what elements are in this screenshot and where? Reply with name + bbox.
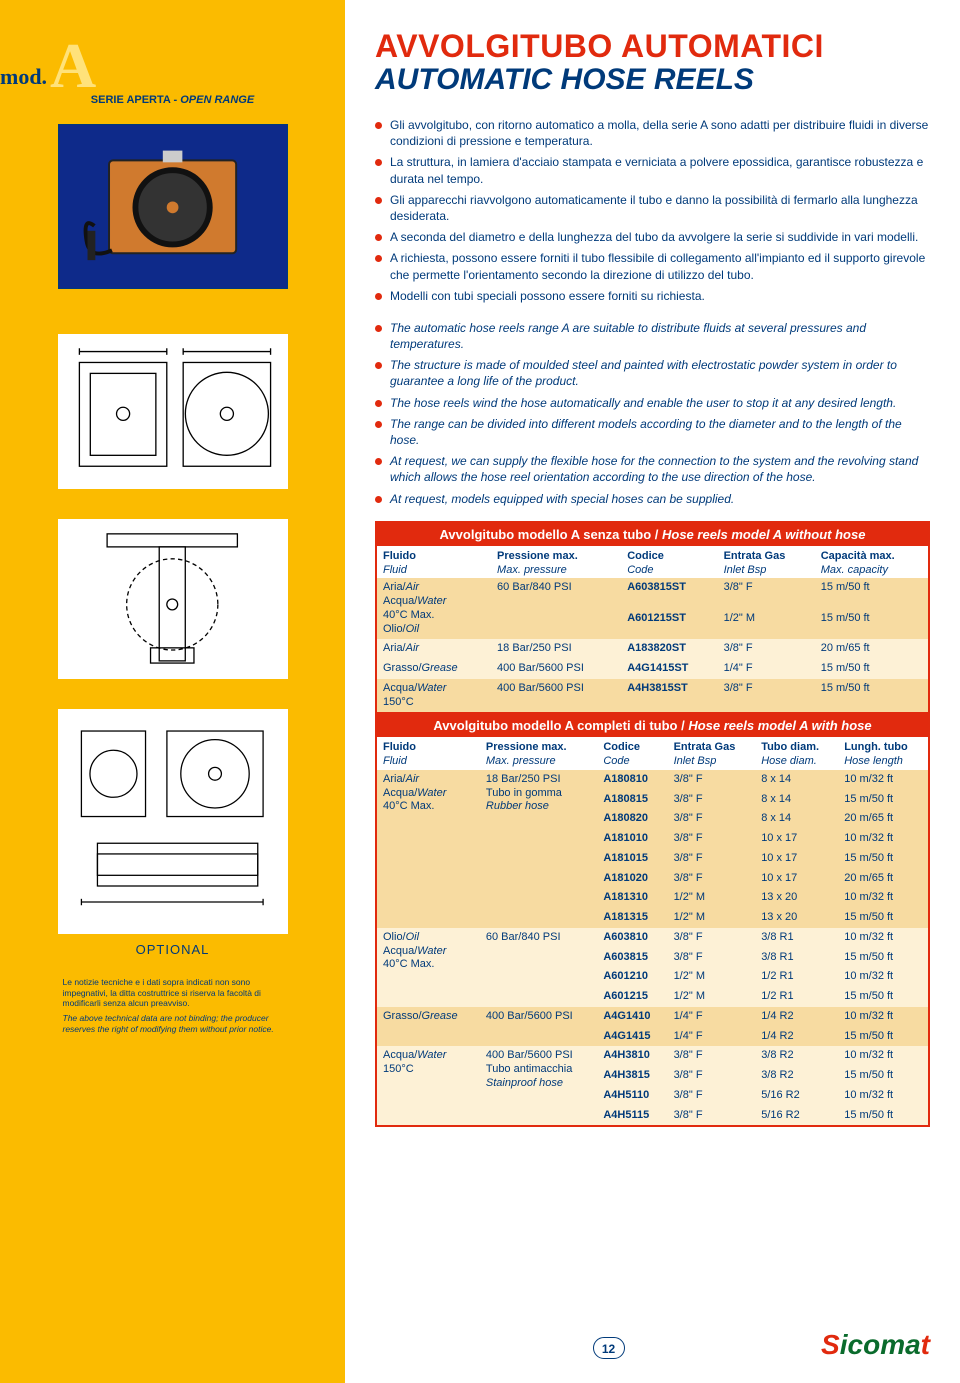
bullet-item: A seconda del diametro e della lunghezza… <box>375 229 930 245</box>
table-row: Aria/AirAcqua/Water40°C Max.18 Bar/250 P… <box>377 770 928 790</box>
table-row: Acqua/Water150°C400 Bar/5600 PSIA4H3815S… <box>377 679 928 713</box>
table2: FluidoFluidPressione max.Max. pressureCo… <box>377 737 928 1125</box>
bullet-item: La struttura, in lamiera d'acciaio stamp… <box>375 154 930 186</box>
bullet-item: The structure is made of moulded steel a… <box>375 357 930 389</box>
table-row: Aria/AirAcqua/Water40°C Max.Olio/Oil60 B… <box>377 578 928 609</box>
title-en: AUTOMATIC HOSE REELS <box>375 63 930 97</box>
bullet-text: The structure is made of moulded steel a… <box>390 357 930 389</box>
bullet-text: La struttura, in lamiera d'acciaio stamp… <box>390 154 930 186</box>
bullet-text: A richiesta, possono essere forniti il t… <box>390 250 930 282</box>
bullet-item: The automatic hose reels range A are sui… <box>375 320 930 352</box>
logo-mod: mod. <box>0 68 47 86</box>
bullet-icon <box>375 421 382 428</box>
bullet-item: The hose reels wind the hose automatical… <box>375 395 930 411</box>
col-header: Entrata GasInlet Bsp <box>668 737 756 770</box>
table2-title: Avvolgitubo modello A completi di tubo /… <box>377 712 928 737</box>
product-photo <box>58 124 288 289</box>
col-header: CodiceCode <box>597 737 667 770</box>
bullets-it: Gli avvolgitubo, con ritorno automatico … <box>375 117 930 304</box>
fineprint: Le notizie tecniche e i dati sopra indic… <box>63 977 283 1034</box>
col-header: Tubo diam.Hose diam. <box>755 737 838 770</box>
bullet-icon <box>375 293 382 300</box>
bullet-item: At request, we can supply the flexible h… <box>375 453 930 485</box>
bullet-icon <box>375 122 382 129</box>
page: mod. A SERIE APERTA - OPEN RANGE <box>0 0 960 1383</box>
bullet-icon <box>375 458 382 465</box>
table-row: Olio/OilAcqua/Water40°C Max.60 Bar/840 P… <box>377 928 928 948</box>
optional-label: OPTIONAL <box>136 942 210 957</box>
bullet-icon <box>375 400 382 407</box>
left-column: mod. A SERIE APERTA - OPEN RANGE <box>0 0 345 1383</box>
bullet-text: At request, we can supply the flexible h… <box>390 453 930 485</box>
bullet-item: A richiesta, possono essere forniti il t… <box>375 250 930 282</box>
table1: FluidoFluidPressione max.Max. pressureCo… <box>377 546 928 713</box>
col-header: FluidoFluid <box>377 737 480 770</box>
bullet-text: Modelli con tubi speciali possono essere… <box>390 288 705 304</box>
bullet-item: Gli apparecchi riavvolgono automaticamen… <box>375 192 930 224</box>
technical-drawing-1 <box>58 334 288 489</box>
col-header: Pressione max.Max. pressure <box>480 737 597 770</box>
right-column: AVVOLGITUBO AUTOMATICI AUTOMATIC HOSE RE… <box>345 0 960 1383</box>
bullet-item: Modelli con tubi speciali possono essere… <box>375 288 930 304</box>
table-row: Grasso/Grease400 Bar/5600 PSIA4G14101/4"… <box>377 1007 928 1027</box>
logo-letter: mod. A <box>50 40 96 91</box>
bullet-icon <box>375 255 382 262</box>
col-header: Entrata GasInlet Bsp <box>718 546 815 579</box>
bullet-item: Gli avvolgitubo, con ritorno automatico … <box>375 117 930 149</box>
series-label: SERIE APERTA - OPEN RANGE <box>91 94 254 106</box>
technical-drawing-2 <box>58 519 288 679</box>
tables: Avvolgitubo modello A senza tubo / Hose … <box>375 521 930 1128</box>
col-header: FluidoFluid <box>377 546 491 579</box>
bullet-text: Gli avvolgitubo, con ritorno automatico … <box>390 117 930 149</box>
technical-drawing-3 <box>58 709 288 934</box>
bullet-text: The automatic hose reels range A are sui… <box>390 320 930 352</box>
col-header: CodiceCode <box>621 546 717 579</box>
brand-logo: Sicomat <box>821 1329 930 1361</box>
bullet-icon <box>375 234 382 241</box>
page-number: 12 <box>593 1337 625 1359</box>
col-header: Capacità max.Max. capacity <box>815 546 928 579</box>
bullet-item: At request, models equipped with special… <box>375 491 930 507</box>
table-row: Aria/Air18 Bar/250 PSIA183820ST3/8" F20 … <box>377 639 928 659</box>
bullet-text: The hose reels wind the hose automatical… <box>390 395 896 411</box>
title-it: AVVOLGITUBO AUTOMATICI <box>375 28 930 65</box>
bullet-icon <box>375 325 382 332</box>
table-row: Acqua/Water150°C400 Bar/5600 PSITubo ant… <box>377 1046 928 1066</box>
bullet-text: The range can be divided into different … <box>390 416 930 448</box>
bullet-text: At request, models equipped with special… <box>390 491 734 507</box>
bullet-icon <box>375 496 382 503</box>
logo: mod. A <box>50 40 96 92</box>
table-row: Grasso/Grease400 Bar/5600 PSIA4G1415ST1/… <box>377 659 928 679</box>
bullet-icon <box>375 159 382 166</box>
col-header: Pressione max.Max. pressure <box>491 546 621 579</box>
bullet-text: Gli apparecchi riavvolgono automaticamen… <box>390 192 930 224</box>
bullet-text: A seconda del diametro e della lunghezza… <box>390 229 918 245</box>
bullet-item: The range can be divided into different … <box>375 416 930 448</box>
bullets-en: The automatic hose reels range A are sui… <box>375 320 930 507</box>
bullet-icon <box>375 362 382 369</box>
bullet-icon <box>375 197 382 204</box>
col-header: Lungh. tuboHose length <box>838 737 928 770</box>
table1-title: Avvolgitubo modello A senza tubo / Hose … <box>377 523 928 546</box>
